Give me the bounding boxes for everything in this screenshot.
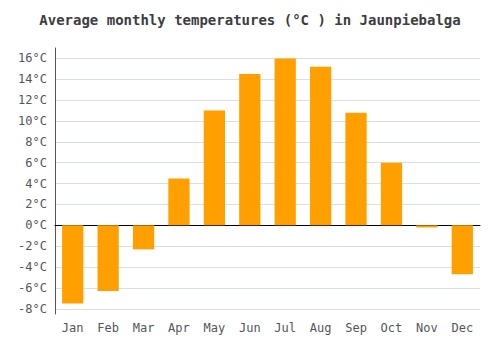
svg-text:-4°C: -4°C — [18, 260, 47, 274]
svg-text:-8°C: -8°C — [18, 302, 47, 316]
svg-text:-2°C: -2°C — [18, 239, 47, 253]
svg-text:12°C: 12°C — [18, 93, 47, 107]
svg-text:Sep: Sep — [345, 321, 367, 335]
svg-text:Jul: Jul — [274, 321, 296, 335]
svg-text:Oct: Oct — [381, 321, 403, 335]
svg-text:8°C: 8°C — [25, 135, 47, 149]
svg-text:Apr: Apr — [168, 321, 190, 335]
svg-text:4°C: 4°C — [25, 177, 47, 191]
svg-text:Jun: Jun — [239, 321, 261, 335]
svg-text:2°C: 2°C — [25, 197, 47, 211]
svg-text:Jan: Jan — [62, 321, 84, 335]
svg-text:Nov: Nov — [416, 321, 438, 335]
svg-text:6°C: 6°C — [25, 156, 47, 170]
svg-text:Feb: Feb — [97, 321, 119, 335]
svg-text:Aug: Aug — [310, 321, 332, 335]
svg-text:14°C: 14°C — [18, 72, 47, 86]
svg-text:10°C: 10°C — [18, 114, 47, 128]
svg-text:Average monthly temperatures (: Average monthly temperatures (°C ) in Ja… — [39, 12, 460, 28]
svg-text:Dec: Dec — [451, 321, 473, 335]
svg-text:Mar: Mar — [133, 321, 155, 335]
svg-text:-6°C: -6°C — [18, 281, 47, 295]
svg-text:May: May — [204, 321, 226, 335]
svg-text:16°C: 16°C — [18, 51, 47, 65]
svg-text:0°C: 0°C — [25, 218, 47, 232]
